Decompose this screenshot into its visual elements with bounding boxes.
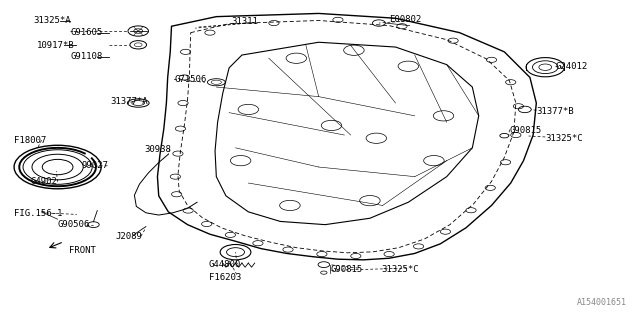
Text: 10917*B: 10917*B	[37, 41, 75, 50]
Text: G90815: G90815	[330, 265, 362, 274]
Text: A154001651: A154001651	[577, 298, 627, 307]
Text: 31325*C: 31325*C	[545, 134, 583, 143]
Text: F16203: F16203	[209, 273, 241, 282]
Text: E00802: E00802	[389, 15, 421, 24]
Text: G91605: G91605	[70, 28, 102, 37]
Text: 31311: 31311	[232, 17, 259, 26]
Text: 30938: 30938	[144, 145, 171, 154]
Text: G90506: G90506	[58, 220, 90, 229]
Text: G44800: G44800	[209, 260, 241, 269]
Text: F18007: F18007	[14, 136, 46, 145]
Text: FIG.156-1: FIG.156-1	[14, 209, 63, 218]
Text: 31377*B: 31377*B	[536, 107, 574, 116]
Text: G24012: G24012	[556, 62, 588, 71]
Text: G91108: G91108	[70, 52, 102, 61]
Text: G90815: G90815	[509, 126, 541, 135]
Text: 99027: 99027	[82, 161, 109, 170]
Text: 31325*A: 31325*A	[33, 16, 71, 25]
Text: 31377*A: 31377*A	[110, 97, 148, 106]
Text: G71506: G71506	[174, 75, 206, 84]
Text: 31325*C: 31325*C	[381, 265, 419, 274]
Text: FRONT: FRONT	[69, 246, 96, 255]
Text: J2089: J2089	[115, 232, 142, 241]
Text: G4902: G4902	[31, 177, 58, 186]
